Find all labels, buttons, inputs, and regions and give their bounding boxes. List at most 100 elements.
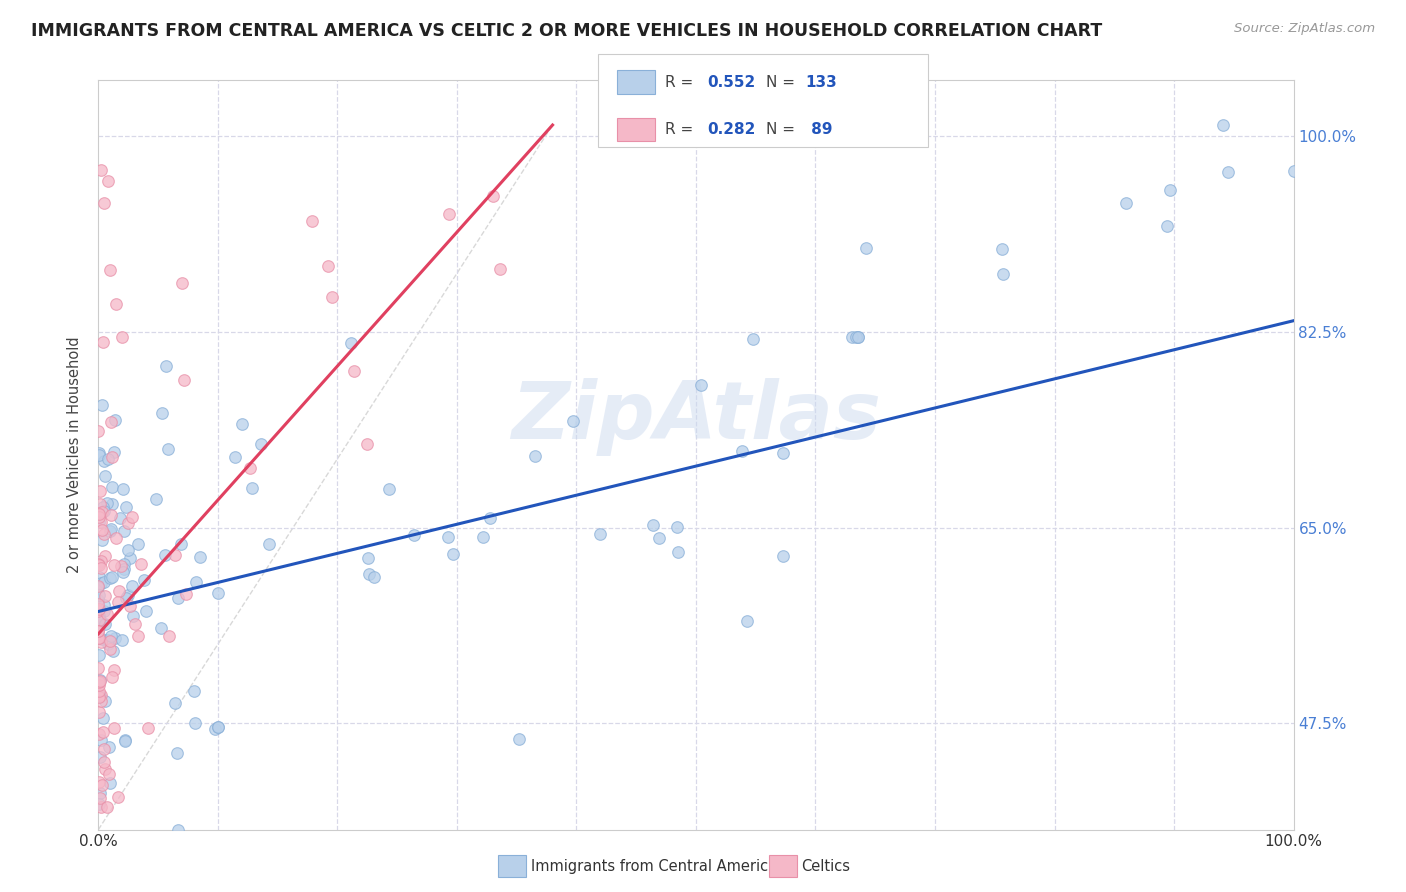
Point	[100, 480, 122, 494]
Point	[343, 364, 366, 378]
Point	[87, 515, 110, 529]
Point	[149, 621, 172, 635]
Text: 0.552: 0.552	[707, 75, 755, 89]
Point	[165, 549, 187, 563]
Point	[1159, 183, 1181, 197]
Point	[89, 689, 111, 703]
Text: ZipAtlas: ZipAtlas	[510, 378, 882, 457]
Point	[87, 684, 110, 698]
Point	[188, 550, 211, 565]
Point	[98, 263, 122, 277]
Point	[91, 632, 114, 646]
Point	[103, 721, 125, 735]
Text: 89: 89	[806, 122, 832, 136]
Point	[90, 689, 112, 703]
Point	[87, 570, 110, 584]
Point	[100, 634, 122, 648]
Point	[90, 554, 112, 568]
Point	[93, 756, 115, 770]
Point	[93, 598, 115, 612]
Point	[111, 633, 134, 648]
Point	[145, 492, 167, 507]
Point	[120, 599, 142, 614]
Point	[668, 545, 690, 559]
Point	[97, 452, 120, 467]
Point	[735, 615, 758, 629]
Point	[846, 330, 869, 344]
Point	[231, 417, 253, 431]
Point	[97, 174, 120, 188]
Point	[94, 762, 117, 776]
Point	[1212, 118, 1234, 132]
Point	[93, 711, 115, 725]
Point	[89, 613, 111, 627]
Point	[87, 448, 110, 462]
Point	[101, 569, 124, 583]
Point	[93, 454, 115, 468]
Point	[87, 688, 110, 702]
Point	[731, 443, 754, 458]
Point	[89, 674, 111, 689]
Point	[129, 557, 152, 571]
Point	[93, 741, 115, 756]
Point	[93, 575, 115, 590]
Point	[841, 330, 863, 344]
Point	[90, 398, 112, 412]
Text: N =: N =	[766, 122, 800, 136]
Point	[742, 332, 765, 346]
Point	[157, 442, 180, 456]
Point	[87, 602, 110, 616]
Point	[89, 750, 111, 764]
Point	[173, 373, 195, 387]
Point	[207, 720, 229, 734]
Point	[100, 670, 122, 684]
Text: R =: R =	[665, 122, 699, 136]
Point	[103, 663, 125, 677]
Point	[183, 684, 205, 698]
Point	[89, 497, 111, 511]
Point	[641, 517, 664, 532]
Point	[990, 243, 1012, 257]
Point	[482, 189, 505, 203]
Point	[87, 588, 110, 602]
Point	[100, 523, 122, 537]
Point	[87, 624, 110, 638]
Point	[94, 693, 117, 707]
Point	[91, 533, 114, 548]
Point	[87, 593, 110, 607]
Point	[93, 527, 115, 541]
Point	[402, 528, 425, 542]
Point	[87, 648, 110, 662]
Point	[441, 548, 464, 562]
Point	[89, 786, 111, 800]
Point	[90, 799, 112, 814]
Point	[87, 678, 110, 692]
Point	[98, 739, 121, 754]
Point	[170, 276, 193, 290]
Point	[96, 800, 118, 814]
Point	[87, 797, 110, 811]
Point	[136, 722, 159, 736]
Point	[127, 537, 149, 551]
Point	[100, 628, 122, 642]
Point	[91, 335, 114, 350]
Point	[250, 437, 273, 451]
Point	[1156, 219, 1178, 233]
Point	[90, 635, 112, 649]
Point	[845, 330, 868, 344]
Point	[167, 822, 190, 837]
Point	[101, 644, 124, 658]
Point	[124, 617, 146, 632]
Point	[87, 620, 110, 634]
Point	[93, 504, 115, 518]
Point	[104, 531, 127, 545]
Point	[89, 510, 111, 524]
Text: R =: R =	[665, 75, 699, 89]
Point	[301, 214, 323, 228]
Point	[87, 604, 110, 618]
Point	[104, 413, 127, 427]
Point	[104, 631, 127, 645]
Point	[94, 468, 117, 483]
Point	[87, 613, 110, 627]
Point	[89, 507, 111, 521]
